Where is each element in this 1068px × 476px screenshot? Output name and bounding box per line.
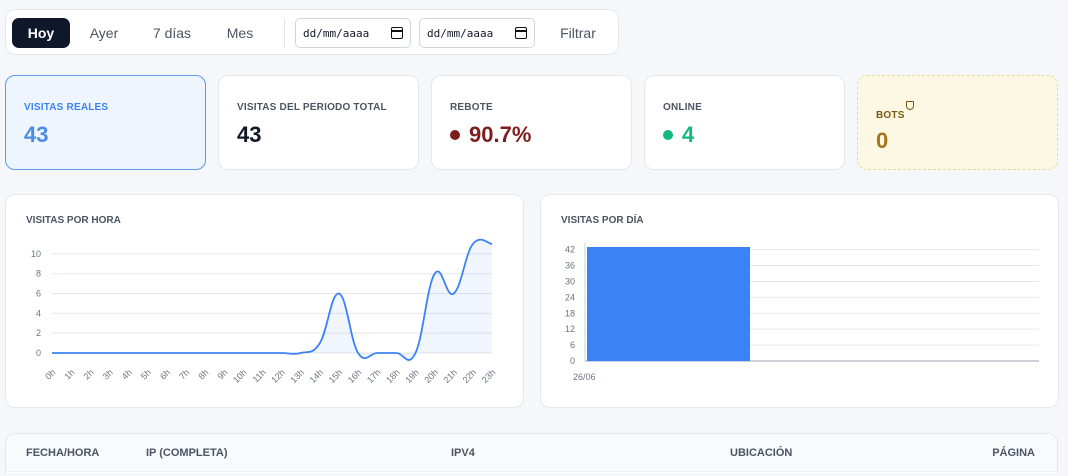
range-today-button[interactable]: Hoy bbox=[12, 18, 70, 48]
y-tick-label: 36 bbox=[565, 261, 575, 271]
table-header-row: FECHA/HORA IP (COMPLETA) IPV4 UBICACIÓN … bbox=[6, 434, 1057, 472]
y-tick-label: 30 bbox=[565, 276, 575, 286]
calendar-icon[interactable] bbox=[391, 27, 403, 39]
chart-title: VISITAS POR HORA bbox=[26, 215, 121, 226]
x-tick-label: 16h bbox=[346, 367, 364, 385]
x-tick-label: 21h bbox=[441, 367, 459, 385]
stat-card-real-visits[interactable]: VISITAS REALES 43 bbox=[5, 75, 206, 170]
divider bbox=[284, 18, 285, 48]
range-7days-button[interactable]: 7 días bbox=[152, 25, 192, 41]
x-tick-label: 5h bbox=[139, 367, 153, 381]
column-header-datetime[interactable]: FECHA/HORA bbox=[26, 447, 100, 459]
x-tick-label: 14h bbox=[308, 367, 326, 385]
series-line bbox=[51, 238, 493, 361]
stat-value: 43 bbox=[24, 122, 49, 147]
bar bbox=[587, 247, 750, 361]
daily-chart: 0 6 12 18 24 30 36 42 26/06 bbox=[565, 243, 1039, 382]
daily-chart-panel: VISITAS POR DÍA 0 6 12 18 24 30 36 42 26/06 bbox=[540, 194, 1059, 408]
stat-card-total-visits[interactable]: VISITAS DEL PERIODO TOTAL 43 bbox=[218, 75, 419, 170]
x-tick-label: 22h bbox=[461, 367, 479, 385]
x-tick-label: 7h bbox=[177, 367, 191, 381]
column-header-ip[interactable]: IP (COMPLETA) bbox=[146, 447, 228, 459]
x-tick-label: 13h bbox=[288, 367, 306, 385]
date-to-placeholder: dd/mm/aaaa bbox=[427, 27, 494, 40]
range-yesterday-button[interactable]: Ayer bbox=[89, 25, 119, 41]
visits-table: FECHA/HORA IP (COMPLETA) IPV4 UBICACIÓN … bbox=[5, 433, 1058, 473]
stat-value: 90.7% bbox=[469, 122, 532, 147]
filter-bar: Hoy Ayer 7 días Mes dd/mm/aaaa dd/mm/aaa… bbox=[5, 9, 619, 55]
x-tick-label: 3h bbox=[101, 367, 115, 381]
stat-value: 4 bbox=[682, 122, 695, 147]
y-tick-label: 42 bbox=[565, 245, 575, 255]
filter-button[interactable]: Filtrar bbox=[560, 25, 596, 41]
y-tick-label: 18 bbox=[565, 308, 575, 318]
y-tick-label: 12 bbox=[565, 324, 575, 334]
y-tick-label: 24 bbox=[565, 292, 575, 302]
stat-card-bots[interactable]: BOTS 0 bbox=[857, 75, 1058, 170]
stat-value: 43 bbox=[237, 122, 262, 147]
date-to-input[interactable]: dd/mm/aaaa bbox=[419, 18, 535, 48]
range-month-button[interactable]: Mes bbox=[226, 25, 254, 41]
x-tick-label: 1h bbox=[62, 367, 76, 381]
calendar-icon[interactable] bbox=[515, 27, 527, 39]
x-tick-label: 8h bbox=[196, 367, 210, 381]
x-tick-label: 17h bbox=[365, 367, 383, 385]
column-header-location[interactable]: UBICACIÓN bbox=[730, 447, 793, 459]
y-tick-label: 10 bbox=[31, 249, 41, 259]
column-header-ipv4[interactable]: IPV4 bbox=[451, 447, 475, 459]
x-tick-label: 15h bbox=[327, 367, 345, 385]
stat-label: REBOTE bbox=[450, 102, 493, 113]
stat-label: BOTS bbox=[876, 110, 905, 121]
shield-icon bbox=[906, 101, 914, 110]
x-tick-label: 9h bbox=[215, 367, 229, 381]
stat-card-bounce[interactable]: REBOTE 90.7% bbox=[431, 75, 632, 170]
stat-value-row: 90.7% bbox=[450, 122, 531, 148]
date-from-input[interactable]: dd/mm/aaaa bbox=[295, 18, 411, 48]
y-tick-label: 8 bbox=[36, 269, 41, 279]
column-header-page[interactable]: PÁGINA bbox=[992, 447, 1035, 459]
y-tick-label: 0 bbox=[570, 356, 575, 366]
hourly-chart-panel: VISITAS POR HORA 0 2 4 6 8 10 0h 1h 2h 3h 4h 5h 6h 7h… bbox=[5, 194, 524, 408]
date-from-placeholder: dd/mm/aaaa bbox=[303, 27, 370, 40]
y-tick-label: 6 bbox=[36, 289, 41, 299]
stat-label: ONLINE bbox=[663, 102, 702, 113]
stat-value-row: 4 bbox=[663, 122, 694, 148]
x-tick-label: 19h bbox=[403, 367, 421, 385]
y-tick-label: 4 bbox=[36, 308, 41, 318]
x-tick-label: 6h bbox=[158, 367, 172, 381]
x-tick-label: 26/06 bbox=[573, 372, 596, 382]
y-tick-label: 6 bbox=[570, 340, 575, 350]
x-tick-label: 2h bbox=[82, 367, 96, 381]
y-tick-label: 0 bbox=[36, 348, 41, 358]
stat-value: 0 bbox=[876, 128, 889, 153]
stat-label: VISITAS DEL PERIODO TOTAL bbox=[237, 102, 387, 113]
status-dot-icon bbox=[450, 130, 460, 140]
series-area bbox=[52, 239, 492, 361]
stat-card-online[interactable]: ONLINE 4 bbox=[644, 75, 845, 170]
y-tick-label: 2 bbox=[36, 328, 41, 338]
x-tick-label: 0h bbox=[43, 367, 57, 381]
stat-label: VISITAS REALES bbox=[24, 102, 109, 113]
chart-title: VISITAS POR DÍA bbox=[561, 215, 644, 226]
x-tick-label: 11h bbox=[251, 367, 268, 384]
status-dot-icon bbox=[663, 130, 673, 140]
x-tick-label: 10h bbox=[231, 367, 249, 385]
x-tick-label: 4h bbox=[120, 367, 134, 381]
x-tick-label: 23h bbox=[480, 367, 498, 385]
x-tick-label: 20h bbox=[422, 367, 440, 385]
x-tick-label: 18h bbox=[384, 367, 402, 385]
x-tick-label: 12h bbox=[269, 367, 287, 385]
